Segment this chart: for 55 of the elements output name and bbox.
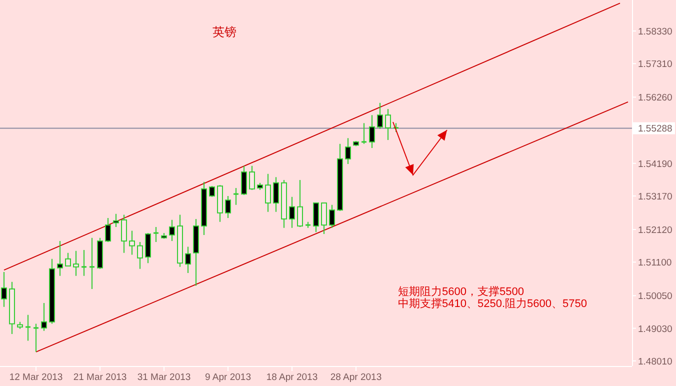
y-tick-label: 1.52120	[638, 225, 672, 236]
candlestick	[41, 302, 47, 332]
y-tick-label: 1.54190	[638, 158, 672, 170]
candlestick	[362, 122, 366, 144]
y-tick-label: 1.53170	[638, 191, 672, 202]
ref-line-label: 1.55288	[638, 124, 672, 135]
candlestick	[297, 179, 303, 228]
x-tick-label: 18 Apr 2013	[266, 372, 318, 383]
y-tick-label: 1.56260	[638, 92, 672, 104]
annotation: 中期支撑5410、5250.阻力5600、5750	[398, 297, 587, 310]
candlestick	[113, 213, 119, 228]
candlestick	[385, 108, 391, 141]
x-tick-label: 28 Apr 2013	[330, 372, 382, 383]
candlestick	[90, 237, 94, 290]
candlestick	[121, 214, 127, 254]
candlestick	[105, 218, 111, 242]
text: 英镑	[212, 25, 236, 39]
candlestick	[265, 173, 271, 212]
candlestick	[209, 186, 215, 198]
candlestick	[169, 219, 175, 242]
candlestick	[34, 323, 38, 352]
candlestick	[82, 249, 86, 276]
y-tick-label: 1.50050	[638, 291, 672, 302]
y-tick-label: 1.51100	[638, 258, 672, 269]
candlestick	[329, 204, 335, 228]
candlestick	[26, 314, 30, 342]
candlestick	[65, 252, 71, 266]
candlestick	[73, 250, 79, 276]
candlestick	[137, 241, 143, 270]
candlestick	[225, 195, 231, 218]
candlestick	[289, 196, 295, 228]
candlestick	[145, 232, 151, 264]
candlestick	[377, 102, 383, 130]
x-tick-label: 31 Mar 2013	[137, 372, 191, 383]
y-tick-label: 1.49030	[638, 324, 672, 335]
y-tick-label: 1.58330	[638, 26, 672, 38]
candlestick	[273, 176, 279, 212]
x-tick-label: 9 Apr 2013	[205, 372, 251, 383]
candlestick	[57, 240, 63, 276]
x-tick-label: 12 Mar 2013	[9, 372, 63, 383]
candlestick	[129, 230, 135, 256]
candlestick	[185, 246, 191, 274]
candlestick	[313, 202, 319, 233]
candlestick	[234, 187, 238, 206]
candlestick	[1, 272, 7, 308]
candlestick	[249, 165, 255, 190]
candlestick	[154, 226, 158, 242]
candlestick	[345, 138, 351, 164]
annotation: 短期阻力5600，支撑5500	[398, 285, 524, 298]
y-tick-label: 1.48010	[638, 356, 672, 368]
y-tick-label: 1.57310	[638, 59, 672, 70]
candlestick	[369, 114, 375, 148]
x-tick-label: 21 Mar 2013	[73, 372, 127, 383]
candlestick	[241, 165, 247, 196]
candlestick	[321, 202, 327, 234]
